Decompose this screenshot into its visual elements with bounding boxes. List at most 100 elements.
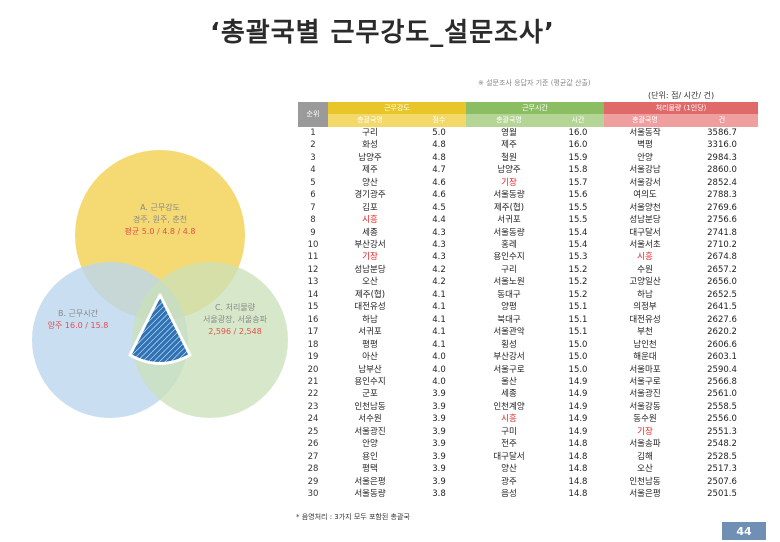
intensity-office-cell: 인천남동 [354, 401, 386, 412]
rank-cell: 9 [310, 227, 316, 238]
hours-value-cell: 15.1 [568, 302, 588, 313]
intensity-office-cell: 세종 [362, 227, 378, 238]
hours-value-cell: 14.9 [568, 376, 588, 387]
volume-office-cell: 동수원 [633, 414, 657, 425]
sub-header-name: 총괄국명 [328, 114, 412, 127]
hours-value-cell: 16.0 [568, 140, 588, 151]
volume-value-cell: 2606.6 [707, 339, 737, 350]
table-row: 14 제주(협) 4.1 동대구 15.2 하남 2652.5 [298, 289, 758, 301]
intensity-score-cell: 3.9 [432, 414, 446, 425]
venn-diagram: A. 근무강도 경주, 원주, 춘천 평균 5.0 / 4.8 / 4.8 B.… [32, 150, 288, 418]
table-row: 17 서귀포 4.1 서울관악 15.1 부천 2620.2 [298, 326, 758, 338]
hours-office-cell: 인천계양 [493, 401, 525, 412]
intensity-office-cell: 평평 [362, 339, 378, 350]
hours-value-cell: 14.9 [568, 389, 588, 400]
intensity-score-cell: 4.7 [432, 165, 446, 176]
intensity-score-cell: 3.9 [432, 464, 446, 475]
rank-cell: 29 [307, 476, 319, 487]
volume-value-cell: 2852.4 [707, 177, 737, 188]
hours-value-cell: 14.8 [568, 489, 588, 500]
intensity-office-cell: 기장 [362, 252, 378, 263]
intensity-office-cell: 아산 [362, 352, 378, 363]
table-row: 12 성남분당 4.2 구리 15.2 수원 2657.2 [298, 264, 758, 276]
table-row: 7 김포 4.5 제주(협) 15.5 서울양천 2769.6 [298, 202, 758, 214]
volume-office-cell: 대구달서 [629, 227, 661, 238]
intensity-office-cell: 제주(협) [354, 289, 386, 300]
rank-cell: 19 [307, 352, 319, 363]
volume-office-cell: 인천남동 [629, 476, 661, 487]
hours-value-cell: 14.9 [568, 426, 588, 437]
table-row: 8 시흥 4.4 서귀포 15.5 성남분당 2756.6 [298, 214, 758, 226]
hours-value-cell: 15.6 [568, 190, 588, 201]
hours-value-cell: 15.7 [568, 177, 588, 188]
venn-green-line1: 서울광장, 서울송파 [203, 314, 268, 324]
volume-value-cell: 2556.0 [707, 414, 737, 425]
intensity-office-cell: 화성 [362, 140, 378, 151]
venn-green-line2: 2,596 / 2,548 [208, 327, 262, 336]
intensity-score-cell: 3.9 [432, 439, 446, 450]
volume-value-cell: 2561.0 [707, 389, 737, 400]
hours-office-cell: 제주 [501, 140, 517, 151]
intensity-office-cell: 서수원 [358, 414, 382, 425]
page-title: ‘총괄국별 근무강도_설문조사’ [210, 18, 555, 48]
table-row: 20 남부산 4.0 서울구로 15.0 서울마포 2590.4 [298, 364, 758, 376]
table-row: 28 평택 3.9 양산 14.8 오산 2517.3 [298, 463, 758, 475]
volume-value-cell: 2652.5 [707, 289, 737, 300]
volume-office-cell: 안양 [637, 152, 653, 163]
intensity-score-cell: 4.6 [432, 190, 446, 201]
table-row: 16 하남 4.1 북대구 15.1 대전유성 2627.6 [298, 314, 758, 326]
venn-yellow-title: A. 근무강도 [140, 202, 180, 212]
hours-value-cell: 15.3 [568, 252, 588, 263]
volume-value-cell: 2674.8 [707, 252, 737, 263]
group-header-hours: 근무시간 [466, 102, 604, 115]
table-row: 26 안양 3.9 전주 14.8 서울송파 2548.2 [298, 438, 758, 450]
volume-office-cell: 서울은평 [629, 489, 661, 500]
hours-office-cell: 철원 [501, 152, 517, 163]
intensity-office-cell: 구리 [362, 127, 378, 138]
intensity-score-cell: 5.0 [432, 127, 446, 138]
volume-office-cell: 서울강서 [629, 177, 661, 188]
footnote: * 음영처리 : 3가지 모두 포함된 총괄국 [296, 513, 410, 521]
hours-office-cell: 구미 [501, 426, 517, 437]
intensity-office-cell: 군포 [362, 389, 378, 400]
volume-office-cell: 시흥 [637, 252, 653, 263]
intensity-score-cell: 3.9 [432, 401, 446, 412]
volume-value-cell: 3586.7 [707, 127, 737, 138]
volume-office-cell: 기장 [637, 426, 653, 437]
intensity-office-cell: 제주 [362, 165, 378, 176]
intensity-office-cell: 하남 [362, 314, 378, 325]
rank-cell: 17 [307, 327, 319, 338]
rank-cell: 24 [307, 414, 319, 425]
table-row: 18 평평 4.1 횡성 15.0 남인천 2606.6 [298, 339, 758, 351]
volume-value-cell: 2860.0 [707, 165, 737, 176]
volume-value-cell: 2741.8 [707, 227, 737, 238]
volume-office-cell: 벽평 [637, 140, 653, 151]
rank-cell: 3 [310, 152, 316, 163]
intensity-office-cell: 남부산 [358, 364, 382, 375]
intensity-score-cell: 4.3 [432, 252, 446, 263]
volume-office-cell: 의정부 [633, 302, 657, 313]
intensity-score-cell: 3.9 [432, 389, 446, 400]
venn-green-title: C. 처리물량 [215, 302, 256, 312]
volume-value-cell: 2710.2 [707, 239, 737, 250]
volume-office-cell: 고양일산 [629, 277, 661, 288]
volume-value-cell: 2551.3 [707, 426, 737, 437]
intensity-office-cell: 서울동량 [354, 489, 386, 500]
intensity-score-cell: 3.9 [432, 476, 446, 487]
intensity-office-cell: 김포 [362, 202, 378, 213]
volume-value-cell: 2641.5 [707, 302, 737, 313]
volume-value-cell: 2517.3 [707, 464, 737, 475]
hours-office-cell: 양평 [501, 302, 517, 313]
intensity-office-cell: 오산 [362, 277, 378, 288]
rank-cell: 8 [310, 215, 316, 226]
table-row: 27 용인 3.9 대구달서 14.8 김해 2528.5 [298, 451, 758, 463]
intensity-score-cell: 4.8 [432, 152, 446, 163]
volume-office-cell: 해운대 [633, 352, 657, 363]
sub-header-name: 총괄국명 [466, 114, 552, 127]
intensity-score-cell: 4.1 [432, 314, 446, 325]
hours-office-cell: 서울관악 [493, 327, 525, 338]
volume-value-cell: 2620.2 [707, 327, 737, 338]
intensity-office-cell: 평택 [362, 464, 378, 475]
volume-office-cell: 오산 [637, 464, 653, 475]
volume-value-cell: 2656.0 [707, 277, 737, 288]
